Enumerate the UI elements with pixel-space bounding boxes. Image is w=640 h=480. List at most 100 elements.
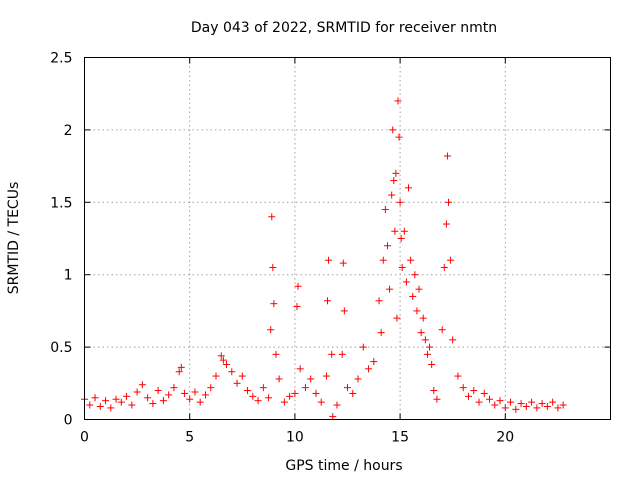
data-point [438, 326, 446, 334]
data-point [426, 343, 434, 351]
data-point [317, 398, 325, 406]
data-point [486, 395, 494, 403]
data-point [365, 365, 373, 373]
data-point [340, 307, 348, 315]
data-point [391, 227, 399, 235]
data-point [419, 314, 427, 322]
data-point [559, 401, 567, 409]
y-tick-label: 2.5 [50, 51, 72, 67]
data-point [554, 404, 562, 412]
x-tick-label: 15 [391, 430, 409, 446]
plot-frame [84, 57, 611, 420]
y-tick-label: 1.5 [50, 195, 72, 211]
data-point [149, 400, 157, 408]
data-point [413, 307, 421, 315]
data-point [170, 384, 178, 392]
data-point [244, 387, 252, 395]
data-point [379, 256, 387, 264]
data-point [381, 206, 389, 214]
data-point [549, 398, 557, 406]
data-point [421, 336, 429, 344]
y-tick-label: 0 [64, 413, 73, 429]
data-point [212, 372, 220, 380]
data-point [417, 329, 425, 337]
data-point [338, 350, 346, 358]
data-point [102, 397, 110, 405]
axis-tick-labels: 0 5 10 15 20 0 0.5 1 1.5 2 2.5 [50, 51, 514, 446]
data-point [470, 387, 478, 395]
y-tick-label: 0.5 [50, 340, 72, 356]
data-point [392, 169, 400, 177]
data-point [96, 402, 104, 410]
data-point [249, 392, 257, 400]
data-point [269, 263, 277, 271]
data-point [291, 389, 299, 397]
data-point [454, 372, 462, 380]
data-point [400, 227, 408, 235]
data-point [175, 368, 183, 376]
data-point [293, 303, 301, 311]
data-point [312, 389, 320, 397]
data-point [233, 379, 241, 387]
data-point [344, 384, 351, 392]
data-point [328, 350, 336, 358]
data-point [449, 336, 457, 344]
data-point [407, 256, 415, 264]
data-point [238, 372, 246, 380]
data-point [375, 297, 383, 305]
data-point [394, 97, 402, 105]
data-point [395, 133, 403, 141]
x-axis-label: GPS time / hours [285, 458, 402, 474]
data-point [501, 404, 509, 412]
data-point [383, 242, 391, 250]
data-point [377, 329, 385, 337]
data-point [217, 352, 225, 360]
y-tick-label: 2 [64, 123, 73, 139]
data-point [333, 401, 341, 409]
data-point [86, 401, 94, 409]
data-point [196, 398, 204, 406]
data-point [415, 285, 423, 293]
data-point [447, 256, 455, 264]
data-point [275, 375, 283, 383]
data-point [528, 398, 536, 406]
data-point [517, 400, 525, 408]
data-point [480, 389, 488, 397]
data-point [339, 259, 347, 267]
data-point [265, 394, 273, 402]
data-point [268, 213, 276, 221]
data-point [296, 365, 304, 373]
data-point [324, 297, 332, 305]
data-point [112, 395, 120, 403]
chart-title: Day 043 of 2022, SRMTID for receiver nmt… [191, 20, 497, 36]
data-point [307, 375, 315, 383]
data-point [354, 375, 362, 383]
data-point [522, 402, 530, 410]
data-point [398, 263, 406, 271]
data-point [272, 350, 280, 358]
data-point [219, 356, 227, 364]
data-point [349, 389, 357, 397]
data-point [512, 405, 520, 413]
data-point [186, 395, 194, 403]
data-point [325, 256, 333, 264]
data-point [496, 397, 504, 405]
data-point [301, 384, 309, 392]
data-point [228, 368, 236, 376]
data-point [491, 401, 499, 409]
data-point [191, 388, 199, 396]
data-point [370, 358, 378, 366]
data-point [165, 391, 173, 399]
data-point [464, 392, 472, 400]
x-tick-label: 20 [496, 430, 514, 446]
data-point [475, 398, 483, 406]
data-point [259, 384, 267, 392]
data-point [159, 397, 167, 405]
data-point [396, 198, 404, 206]
data-point [280, 398, 288, 406]
y-axis-label: SRMTID / TECUs [6, 182, 22, 295]
data-point [154, 387, 162, 395]
data-point [322, 372, 330, 380]
data-point [144, 394, 152, 402]
